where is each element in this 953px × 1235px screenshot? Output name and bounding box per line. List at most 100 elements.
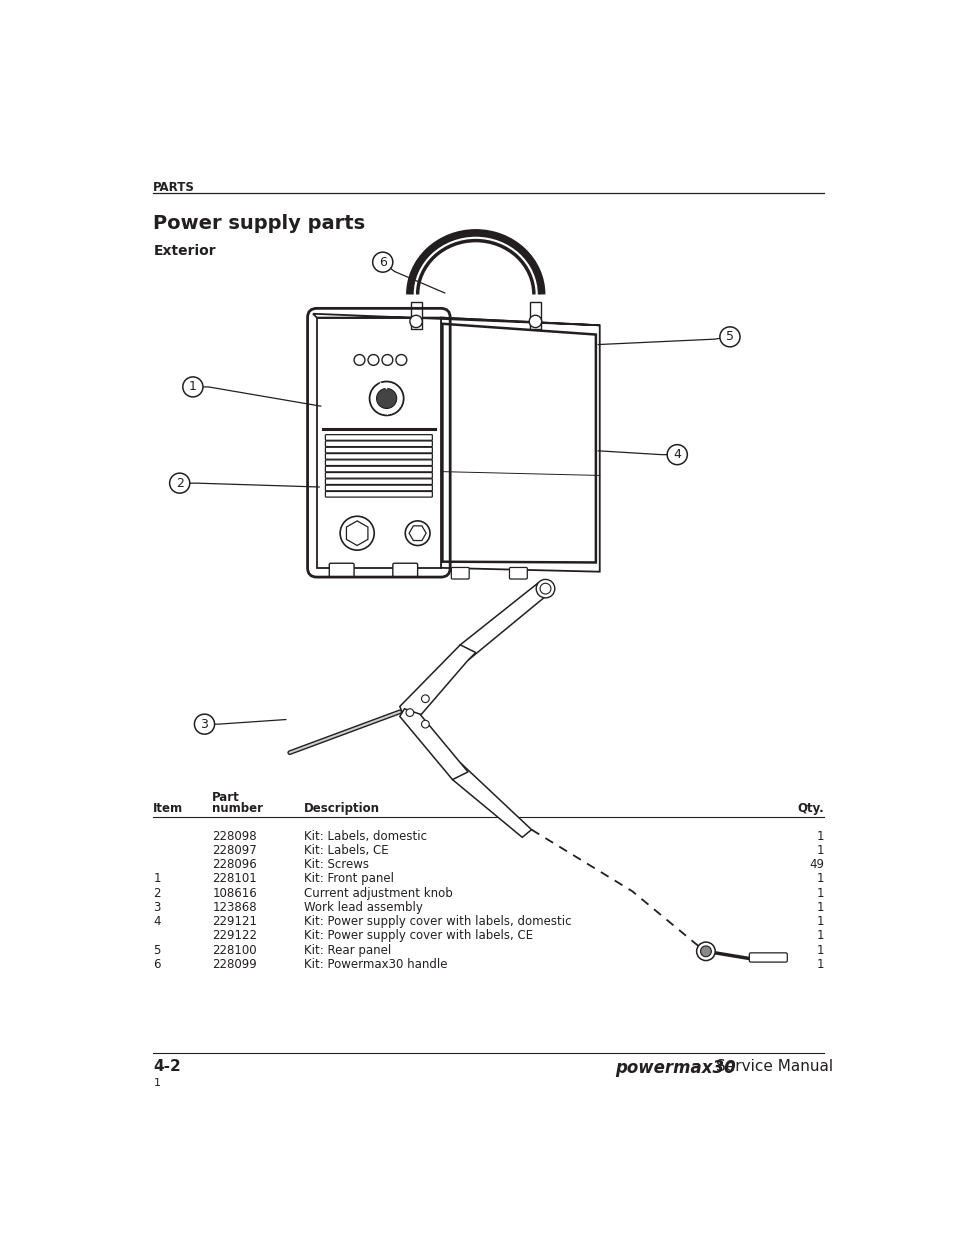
Text: 1: 1 xyxy=(816,887,823,899)
Text: Description: Description xyxy=(303,802,379,815)
Text: 2: 2 xyxy=(153,887,161,899)
Circle shape xyxy=(536,579,555,598)
Polygon shape xyxy=(346,521,368,546)
FancyBboxPatch shape xyxy=(393,563,417,577)
Text: Work lead assembly: Work lead assembly xyxy=(303,900,422,914)
Text: 3: 3 xyxy=(200,718,208,731)
Circle shape xyxy=(368,354,378,366)
Circle shape xyxy=(666,445,686,464)
Text: 4: 4 xyxy=(153,915,161,929)
Text: 1: 1 xyxy=(816,900,823,914)
FancyBboxPatch shape xyxy=(451,567,469,579)
Text: Kit: Labels, CE: Kit: Labels, CE xyxy=(303,844,388,857)
Circle shape xyxy=(539,583,550,594)
Text: Kit: Labels, domestic: Kit: Labels, domestic xyxy=(303,830,426,842)
Text: 1: 1 xyxy=(189,380,196,394)
Text: 4: 4 xyxy=(673,448,680,461)
Text: Kit: Screws: Kit: Screws xyxy=(303,858,368,871)
FancyBboxPatch shape xyxy=(509,567,527,579)
Text: powermax30: powermax30 xyxy=(615,1060,735,1077)
Text: 228098: 228098 xyxy=(212,830,256,842)
Circle shape xyxy=(354,354,365,366)
Polygon shape xyxy=(409,526,426,541)
Circle shape xyxy=(696,942,715,961)
Text: 2: 2 xyxy=(175,477,183,489)
Circle shape xyxy=(183,377,203,396)
Text: Kit: Powermax30 handle: Kit: Powermax30 handle xyxy=(303,958,447,971)
Circle shape xyxy=(170,473,190,493)
Text: Service Manual: Service Manual xyxy=(716,1060,832,1074)
Polygon shape xyxy=(452,763,531,837)
FancyBboxPatch shape xyxy=(325,459,432,466)
FancyBboxPatch shape xyxy=(748,953,786,962)
Text: Kit: Power supply cover with labels, domestic: Kit: Power supply cover with labels, dom… xyxy=(303,915,571,929)
Text: Kit: Rear panel: Kit: Rear panel xyxy=(303,944,391,957)
Text: 1: 1 xyxy=(153,1078,160,1088)
FancyBboxPatch shape xyxy=(325,453,432,459)
Text: Item: Item xyxy=(153,802,183,815)
Text: number: number xyxy=(212,802,263,815)
Circle shape xyxy=(720,327,740,347)
Circle shape xyxy=(194,714,214,734)
Text: Qty.: Qty. xyxy=(797,802,823,815)
Circle shape xyxy=(421,720,429,727)
FancyBboxPatch shape xyxy=(325,485,432,490)
Circle shape xyxy=(369,382,403,415)
Text: Exterior: Exterior xyxy=(153,245,215,258)
Bar xyxy=(530,303,540,330)
Circle shape xyxy=(529,315,541,327)
FancyBboxPatch shape xyxy=(325,492,432,498)
Circle shape xyxy=(373,252,393,272)
Text: 1: 1 xyxy=(816,830,823,842)
Polygon shape xyxy=(316,317,440,568)
Text: PARTS: PARTS xyxy=(153,180,195,194)
Text: 228101: 228101 xyxy=(212,872,256,885)
Text: 5: 5 xyxy=(153,944,160,957)
Text: 1: 1 xyxy=(816,930,823,942)
FancyBboxPatch shape xyxy=(325,447,432,453)
Text: 228096: 228096 xyxy=(212,858,256,871)
FancyBboxPatch shape xyxy=(325,479,432,484)
Polygon shape xyxy=(313,314,599,325)
Text: Power supply parts: Power supply parts xyxy=(153,214,365,232)
FancyBboxPatch shape xyxy=(329,563,354,577)
Circle shape xyxy=(421,695,429,703)
Polygon shape xyxy=(399,709,468,779)
Text: 1: 1 xyxy=(153,872,161,885)
Text: Current adjustment knob: Current adjustment knob xyxy=(303,887,452,899)
Text: 108616: 108616 xyxy=(212,887,256,899)
Text: 229122: 229122 xyxy=(212,930,257,942)
Text: 228099: 228099 xyxy=(212,958,256,971)
Text: 6: 6 xyxy=(378,256,386,269)
Text: 4-2: 4-2 xyxy=(153,1060,181,1074)
Polygon shape xyxy=(459,583,549,661)
Polygon shape xyxy=(399,645,476,718)
Text: 5: 5 xyxy=(725,330,733,343)
Text: 1: 1 xyxy=(816,915,823,929)
Circle shape xyxy=(376,389,396,409)
Circle shape xyxy=(381,354,393,366)
Text: Kit: Front panel: Kit: Front panel xyxy=(303,872,394,885)
FancyBboxPatch shape xyxy=(325,441,432,447)
Circle shape xyxy=(410,315,422,327)
Text: 49: 49 xyxy=(809,858,823,871)
Bar xyxy=(410,303,421,330)
Text: 1: 1 xyxy=(816,872,823,885)
Text: 1: 1 xyxy=(816,944,823,957)
FancyBboxPatch shape xyxy=(325,466,432,472)
Polygon shape xyxy=(440,317,599,572)
Circle shape xyxy=(405,521,430,546)
Text: 228100: 228100 xyxy=(212,944,256,957)
FancyBboxPatch shape xyxy=(325,435,432,441)
Circle shape xyxy=(700,946,711,957)
Text: 1: 1 xyxy=(816,958,823,971)
Text: 1: 1 xyxy=(816,844,823,857)
Text: Part: Part xyxy=(212,792,240,804)
Circle shape xyxy=(395,354,406,366)
FancyBboxPatch shape xyxy=(325,473,432,478)
Text: Kit: Power supply cover with labels, CE: Kit: Power supply cover with labels, CE xyxy=(303,930,533,942)
Circle shape xyxy=(406,709,414,716)
Text: 3: 3 xyxy=(153,900,160,914)
Text: 228097: 228097 xyxy=(212,844,256,857)
Text: 123868: 123868 xyxy=(212,900,256,914)
